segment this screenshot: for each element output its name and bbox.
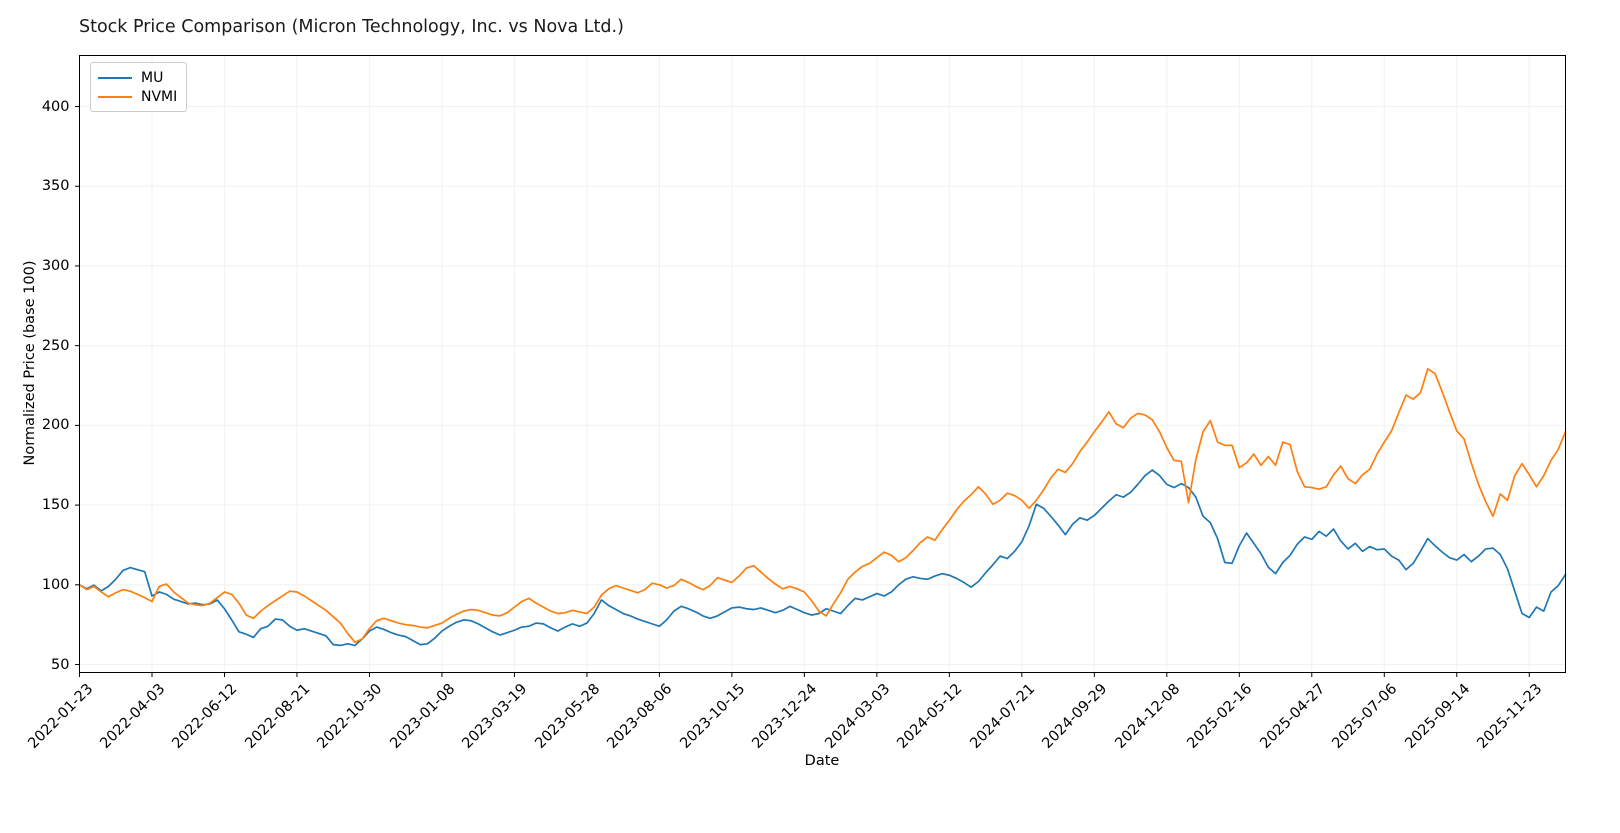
legend-color-swatch [98, 77, 132, 79]
plot-border [80, 56, 1566, 673]
gridlines [80, 56, 1566, 673]
legend-label: NVMI [141, 89, 177, 105]
data-lines [80, 369, 1566, 646]
series-line-mu [80, 470, 1566, 645]
y-tick-label: 350 [0, 178, 70, 194]
legend-label: MU [141, 70, 163, 86]
y-tick-label: 50 [0, 657, 70, 673]
y-tick-label: 150 [0, 497, 70, 513]
chart-legend[interactable]: MU NVMI [90, 62, 187, 112]
y-tick-label: 400 [0, 99, 70, 115]
x-axis-label: Date [805, 753, 840, 769]
legend-item-nvmi[interactable]: NVMI [98, 87, 177, 106]
legend-item-mu[interactable]: MU [98, 68, 177, 87]
y-tick-label: 100 [0, 577, 70, 593]
legend-color-swatch [98, 96, 132, 98]
y-axis-label: Normalized Price (base 100) [22, 261, 38, 466]
